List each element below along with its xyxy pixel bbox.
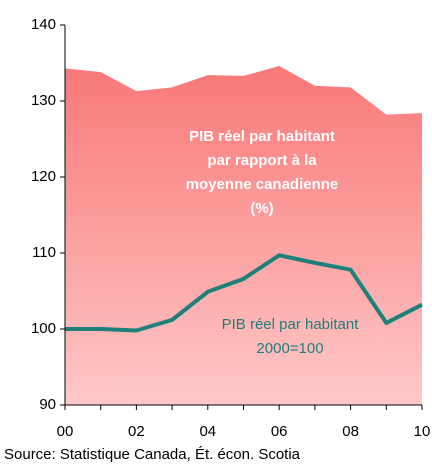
area-label: PIB réel par habitant — [189, 128, 335, 145]
line-label: 2000=100 — [256, 340, 323, 357]
x-tick-label: 06 — [271, 423, 288, 440]
x-tick-label: 10 — [414, 423, 431, 440]
source: Source: Statistique Canada, Ét. écon. Sc… — [4, 446, 301, 463]
area — [65, 66, 422, 405]
area-label: (%) — [250, 200, 273, 217]
x-tick-label: 02 — [128, 423, 145, 440]
line — [65, 253, 423, 333]
x-tick-label: 08 — [342, 423, 359, 440]
y-tick-label: 120 — [31, 168, 56, 185]
x-tick-label: 04 — [199, 423, 216, 440]
line-label: PIB réel par habitant — [222, 316, 360, 333]
y-tick-label: 90 — [39, 396, 56, 413]
y-tick-label: 130 — [31, 92, 56, 109]
area-label: moyenne canadienne — [186, 176, 339, 193]
area-label: par rapport à la — [207, 152, 317, 169]
y-tick-label: 100 — [31, 320, 56, 337]
y-tick-label: 140 — [31, 16, 56, 33]
x-tick-label: 00 — [57, 423, 74, 440]
y-tick-label: 110 — [32, 244, 56, 261]
